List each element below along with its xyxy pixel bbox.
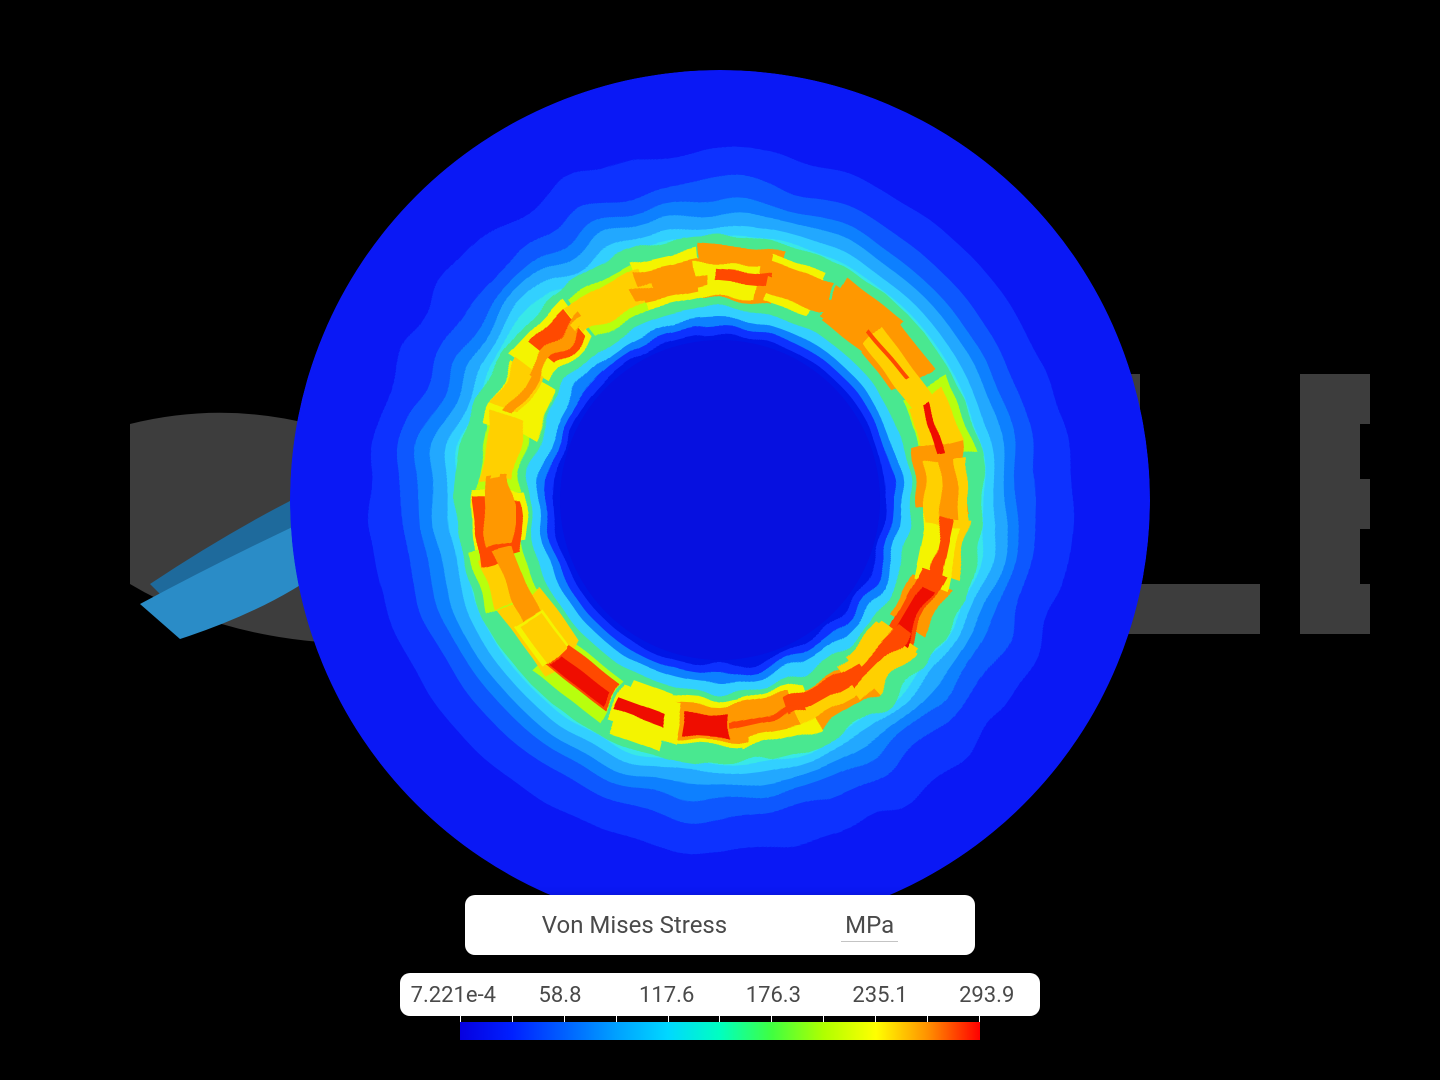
legend-tick: 293.9: [933, 983, 1040, 1008]
legend-tick: 58.8: [507, 983, 614, 1008]
legend-tick: 117.6: [613, 983, 720, 1008]
legend-tick: 235.1: [827, 983, 934, 1008]
legend-metric-label: Von Mises Stress: [542, 911, 727, 939]
legend-tick: 176.3: [720, 983, 827, 1008]
legend-title-box: Von Mises Stress MPa: [465, 895, 975, 955]
stress-contour-plot: [270, 30, 1170, 970]
legend-gradient-bar: [460, 1022, 980, 1040]
color-legend: Von Mises Stress MPa 7.221e-458.8117.617…: [400, 895, 1040, 1040]
legend-tick: 7.221e-4: [400, 983, 507, 1008]
legend-unit-label: MPa: [841, 911, 898, 942]
legend-tick-row: 7.221e-458.8117.6176.3235.1293.9: [400, 973, 1040, 1016]
